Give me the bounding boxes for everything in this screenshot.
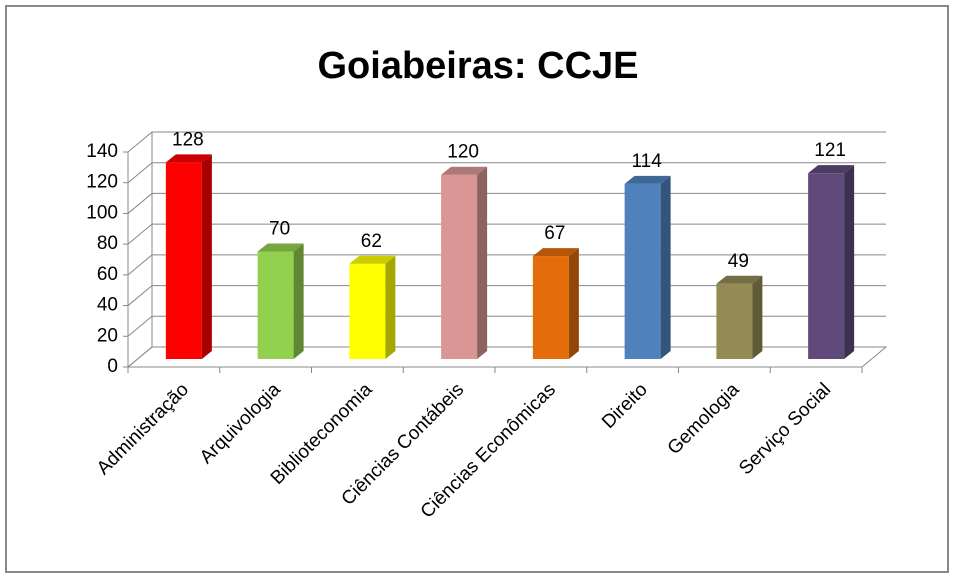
bar-front (716, 283, 753, 359)
y-tick-label: 40 (97, 295, 118, 316)
y-tick-label: 80 (97, 233, 118, 254)
grid-line (127, 131, 886, 153)
bar-top (532, 248, 579, 257)
y-tick-label: 20 (97, 325, 118, 346)
bar-side (660, 175, 671, 359)
data-label: 121 (814, 140, 846, 161)
bar (165, 154, 212, 359)
bar-side (201, 154, 212, 359)
y-tick-label: 100 (86, 202, 118, 223)
bar-front (441, 174, 478, 359)
chart-title: Goiabeiras: CCJE (318, 45, 639, 87)
bar-side (844, 165, 855, 359)
data-label: 120 (447, 142, 479, 163)
bar-front (257, 251, 294, 359)
y-tick-label: 120 (86, 172, 118, 193)
bar-side (752, 275, 763, 359)
bar-top (349, 255, 396, 264)
bar-front (808, 173, 845, 359)
y-tick-label: 140 (86, 141, 118, 162)
data-label: 114 (631, 151, 662, 172)
bar (624, 175, 671, 359)
bar (349, 255, 396, 359)
y-tick-label: 0 (107, 356, 118, 377)
bar (716, 275, 763, 359)
bar-top (165, 154, 212, 163)
bar-top (808, 165, 855, 174)
bar-top (624, 175, 671, 184)
bar (532, 248, 579, 359)
bar-front (165, 162, 202, 359)
data-label: 70 (269, 219, 290, 240)
bar-top (716, 275, 763, 284)
bar-front (349, 263, 386, 359)
data-label: 49 (728, 251, 749, 272)
bar-front (532, 256, 569, 359)
bar-front (624, 183, 661, 359)
bar (257, 243, 304, 359)
data-label: 128 (172, 129, 204, 150)
bar-side (568, 248, 579, 359)
bar-top (441, 166, 488, 175)
bar (808, 165, 855, 359)
data-label: 67 (544, 223, 565, 244)
bar-side (385, 255, 396, 359)
bar (441, 166, 488, 359)
bar-top (257, 243, 304, 252)
y-tick-label: 60 (97, 264, 118, 285)
bar-side (477, 166, 488, 359)
bar-side (293, 243, 304, 359)
grid-line (127, 162, 886, 184)
data-label: 62 (361, 231, 382, 252)
